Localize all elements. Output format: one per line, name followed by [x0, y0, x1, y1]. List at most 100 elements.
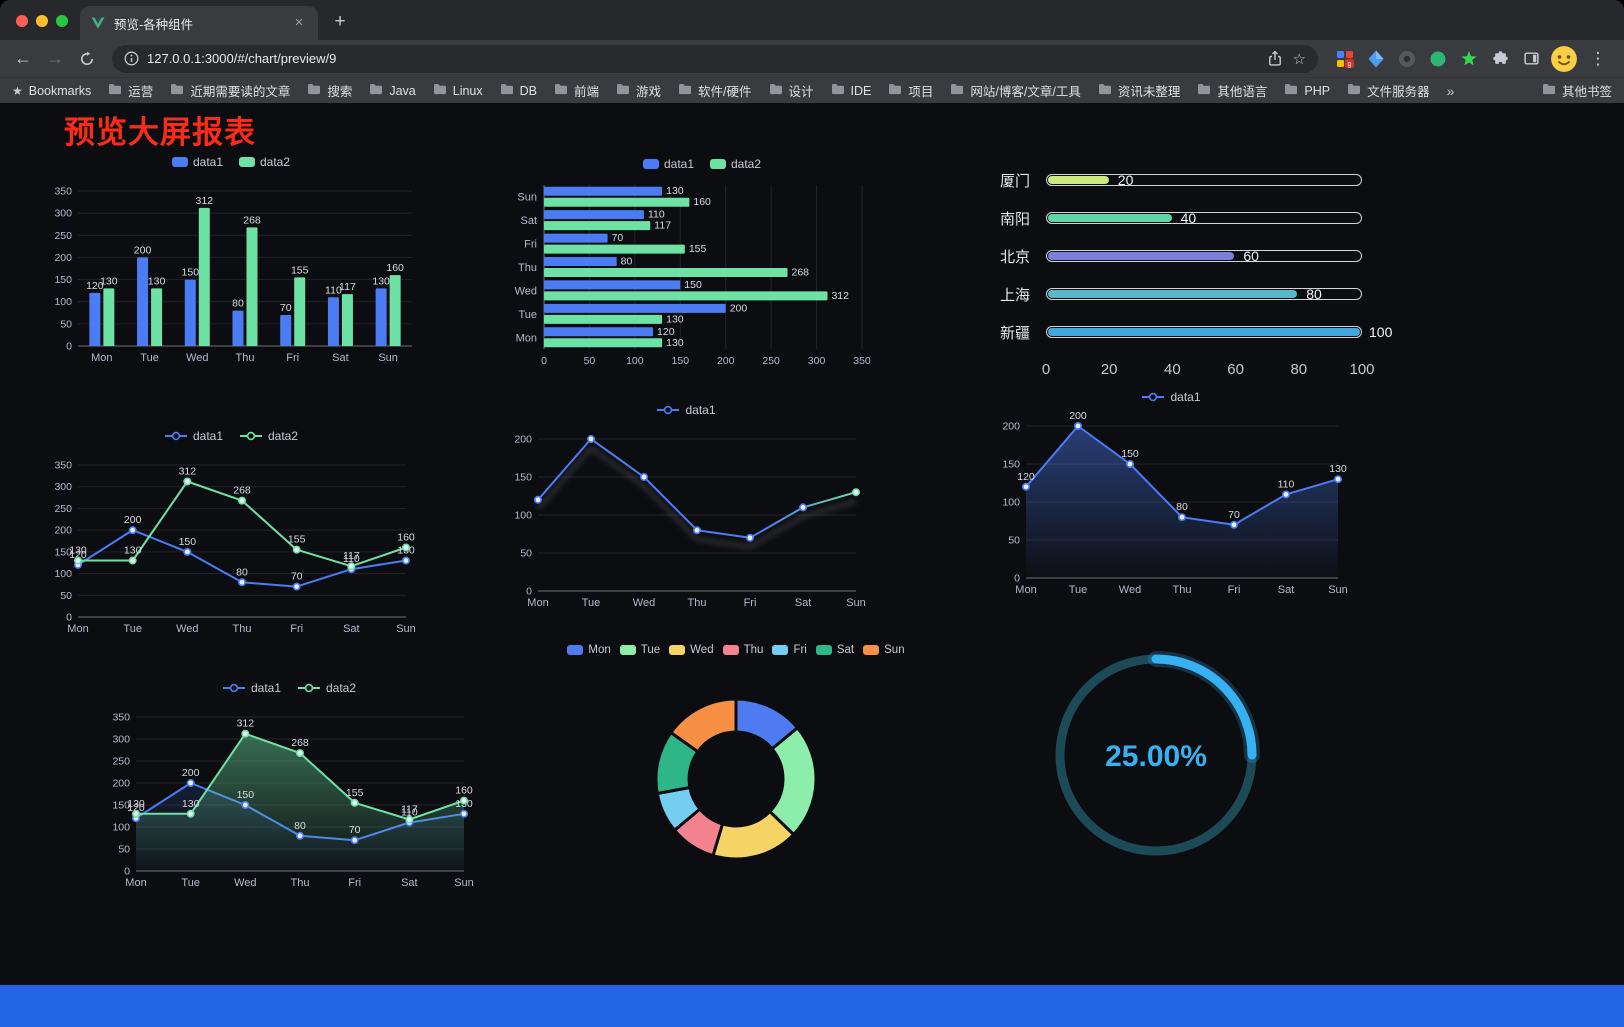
browser-menu-icon[interactable]: ⋮	[1589, 48, 1607, 68]
extension-colored-grid-icon[interactable]: g	[1334, 48, 1356, 70]
svg-text:160: 160	[386, 262, 404, 274]
tab-strip: 预览-各种组件 × +	[0, 0, 1624, 40]
legend-swatch	[669, 645, 686, 655]
svg-text:Tue: Tue	[140, 352, 159, 364]
extension-green-star-icon[interactable]	[1458, 48, 1480, 70]
legend-swatch	[642, 159, 659, 169]
new-tab-button[interactable]: +	[334, 11, 346, 32]
back-button[interactable]: ←	[14, 48, 32, 68]
side-panel-icon[interactable]	[1520, 48, 1542, 70]
progress-track[interactable]: 60	[1046, 248, 1362, 264]
legend-item-data1[interactable]: data1	[222, 681, 281, 695]
chart-line-gradient[interactable]: data1 0 50 100 150 200 Mon Tue Wed Thu Fri Sat Sun	[502, 399, 870, 611]
svg-text:Sun: Sun	[846, 597, 866, 609]
address-bar[interactable]: 127.0.0.1:3000/#/chart/preview/9 ☆	[112, 44, 1318, 73]
legend-item-data1[interactable]: data1	[642, 157, 694, 171]
extensions-puzzle-icon[interactable]	[1489, 48, 1511, 70]
legend-item-data2[interactable]: data2	[239, 429, 298, 443]
other-bookmarks-item[interactable]: 其他书签	[1542, 81, 1612, 100]
bookmark-folder-项目[interactable]: 项目	[888, 81, 933, 100]
bookmark-folder-Java[interactable]: Java	[369, 81, 416, 100]
svg-text:70: 70	[612, 232, 624, 244]
bookmark-star-icon[interactable]: ☆	[1292, 50, 1306, 68]
svg-text:200: 200	[1002, 421, 1020, 433]
site-info-icon[interactable]	[124, 51, 139, 66]
svg-text:Sat: Sat	[520, 215, 537, 227]
bookmark-folder-label: Java	[389, 83, 416, 98]
chart-city-progress-bars[interactable]: 厦门 20 南阳 40 北京 60 上海 80 新疆 100 0 20 40 60 80 100	[1000, 161, 1392, 391]
progress-track[interactable]: 80	[1046, 286, 1362, 302]
bookmark-folder-搜索[interactable]: 搜索	[307, 81, 352, 100]
svg-text:0: 0	[66, 341, 72, 353]
bookmark-folder-label: IDE	[850, 83, 872, 98]
folder-icon	[369, 83, 383, 98]
legend-item-data1[interactable]: data1	[171, 155, 223, 169]
svg-text:Sun: Sun	[517, 192, 537, 204]
bookmark-folder-运营[interactable]: 运营	[108, 81, 153, 100]
minimize-window-button[interactable]	[36, 15, 48, 27]
svg-text:Wed: Wed	[1119, 584, 1141, 596]
bookmark-folder-IDE[interactable]: IDE	[831, 81, 872, 100]
bookmark-folder-Linux[interactable]: Linux	[433, 81, 483, 100]
progress-track[interactable]: 40	[1046, 210, 1362, 226]
bookmark-folder-游戏[interactable]: 游戏	[616, 81, 661, 100]
share-icon[interactable]	[1267, 50, 1283, 67]
chart-line-two-area[interactable]: data1 data2 0 50 100 150 200 250 300 350 Mon Tue Wed…	[100, 677, 478, 891]
legend-item-data1[interactable]: data1	[656, 403, 716, 417]
chart-horizontal-bar[interactable]: data1 data2 0 50 100 150 200 250 300 350 Sun 130 160…	[506, 153, 898, 371]
svg-text:Sat: Sat	[332, 352, 349, 364]
legend-item-data2[interactable]: data2	[297, 681, 356, 695]
reload-button[interactable]	[72, 44, 102, 74]
legend-item-Tue[interactable]: Tue	[619, 644, 660, 656]
legend-item-data2[interactable]: data2	[710, 157, 761, 171]
bookmark-folder-设计[interactable]: 设计	[769, 81, 814, 100]
url-text[interactable]: 127.0.0.1:3000/#/chart/preview/9	[147, 51, 337, 66]
chart-line-area[interactable]: data1 0 50 100 150 200 Mon Tue Wed Thu Fri Sat Sun 12…	[990, 386, 1352, 598]
extension-blue-kite-icon[interactable]	[1365, 48, 1387, 70]
folder-icon	[1542, 83, 1556, 98]
chart-donut-week[interactable]: Mon Tue Wed Thu Fri Sat Sun	[550, 639, 922, 901]
legend-item-Thu[interactable]: Thu	[722, 644, 763, 656]
legend-item-data1[interactable]: data1	[1141, 390, 1201, 404]
chart-gauge-percent[interactable]: 25.00%	[1046, 645, 1266, 865]
chart-legend: data1 data2	[506, 153, 898, 175]
browser-tab[interactable]: 预览-各种组件 ×	[80, 6, 318, 40]
legend-item-Wed[interactable]: Wed	[669, 644, 714, 656]
chart-grouped-bar[interactable]: data1 data2 0 50 100 150 200 250 300 350 Mon 120 130…	[42, 151, 420, 366]
fullscreen-window-button[interactable]	[56, 15, 68, 27]
bookmark-folder-DB[interactable]: DB	[500, 81, 537, 100]
bookmark-folders: 运营 近期需要读的文章 搜索 Java Linux DB 前端 游戏 软件/硬件 设计 IDE 项目 网…	[108, 81, 1430, 100]
chart-line-two-series[interactable]: data1 data2 0 50 100 150 200 250 300 350 Mon Tue Wed…	[42, 425, 420, 637]
legend-item-data2[interactable]: data2	[239, 155, 290, 169]
legend-item-Sat[interactable]: Sat	[815, 644, 854, 656]
bookmark-folder-软件/硬件[interactable]: 软件/硬件	[678, 81, 752, 100]
legend-swatch	[863, 645, 880, 655]
bookmarks-root-item[interactable]: ★ Bookmarks	[12, 84, 91, 98]
bookmark-folder-网站/博客/文章/工具[interactable]: 网站/博客/文章/工具	[950, 81, 1081, 100]
svg-text:100: 100	[626, 355, 644, 367]
bookmarks-overflow-chevron[interactable]: »	[1446, 82, 1455, 99]
legend-swatch	[722, 645, 739, 655]
extension-dark-circle-icon[interactable]	[1396, 48, 1418, 70]
bookmark-folder-其他语言[interactable]: 其他语言	[1197, 81, 1267, 100]
profile-avatar[interactable]	[1551, 45, 1577, 72]
folder-icon	[554, 83, 568, 98]
folder-icon	[831, 83, 845, 98]
bookmark-folder-近期需要读的文章[interactable]: 近期需要读的文章	[170, 81, 290, 100]
legend-item-Fri[interactable]: Fri	[772, 644, 807, 656]
progress-track[interactable]: 20	[1046, 172, 1362, 188]
tab-close-icon[interactable]: ×	[294, 14, 304, 31]
bookmark-folder-PHP[interactable]: PHP	[1284, 81, 1330, 100]
svg-text:0: 0	[526, 586, 532, 598]
forward-button[interactable]: →	[46, 48, 64, 68]
legend-item-Mon[interactable]: Mon	[567, 644, 611, 656]
legend-item-Sun[interactable]: Sun	[863, 644, 905, 656]
bookmark-folder-前端[interactable]: 前端	[554, 81, 599, 100]
bookmark-folder-文件服务器[interactable]: 文件服务器	[1347, 81, 1430, 100]
extension-green-circle-icon[interactable]	[1427, 48, 1449, 70]
svg-text:50: 50	[584, 355, 596, 367]
bookmark-folder-资讯未整理[interactable]: 资讯未整理	[1098, 81, 1180, 100]
close-window-button[interactable]	[16, 15, 28, 27]
progress-track[interactable]: 100	[1046, 324, 1392, 340]
legend-item-data1[interactable]: data1	[164, 429, 223, 443]
